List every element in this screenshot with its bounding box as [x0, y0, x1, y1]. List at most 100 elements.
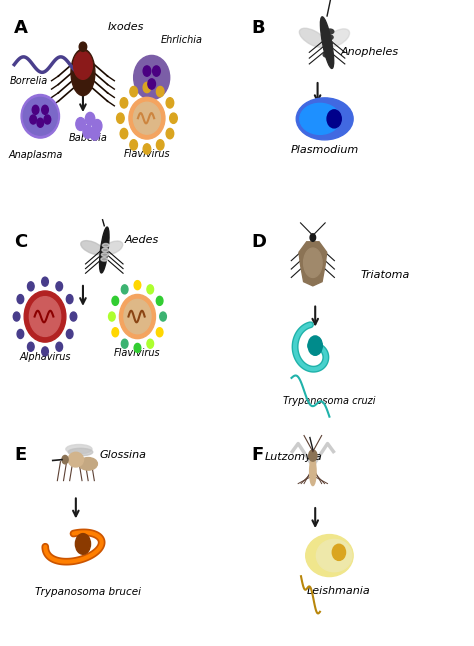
Ellipse shape	[306, 534, 353, 576]
Circle shape	[134, 280, 141, 289]
Ellipse shape	[101, 253, 108, 256]
Text: C: C	[14, 233, 27, 251]
Circle shape	[109, 312, 115, 321]
Ellipse shape	[310, 457, 316, 486]
Ellipse shape	[134, 102, 160, 134]
Circle shape	[120, 129, 128, 139]
Ellipse shape	[100, 227, 109, 273]
Ellipse shape	[303, 248, 322, 278]
Ellipse shape	[323, 52, 331, 57]
Text: Trypanosoma cruzi: Trypanosoma cruzi	[283, 395, 376, 406]
Ellipse shape	[310, 234, 316, 242]
Ellipse shape	[326, 29, 334, 34]
Ellipse shape	[327, 110, 341, 128]
Ellipse shape	[81, 241, 104, 255]
Ellipse shape	[29, 297, 61, 337]
Text: Flavivirus: Flavivirus	[114, 348, 161, 358]
Circle shape	[112, 297, 118, 306]
Circle shape	[37, 118, 44, 127]
Ellipse shape	[324, 47, 332, 51]
Ellipse shape	[101, 258, 108, 261]
Text: Borrelia: Borrelia	[9, 76, 48, 86]
Ellipse shape	[24, 291, 66, 342]
Ellipse shape	[79, 42, 87, 52]
Circle shape	[42, 347, 48, 356]
Circle shape	[130, 140, 137, 150]
Ellipse shape	[124, 299, 151, 334]
Circle shape	[160, 312, 166, 321]
Circle shape	[156, 328, 163, 337]
Text: Trypanosoma brucei: Trypanosoma brucei	[35, 587, 141, 598]
Text: Glossina: Glossina	[100, 450, 147, 461]
Text: A: A	[14, 19, 28, 37]
Circle shape	[92, 120, 102, 132]
Circle shape	[308, 336, 322, 355]
Text: Ehrlichia: Ehrlichia	[161, 35, 203, 45]
Ellipse shape	[103, 241, 123, 255]
Ellipse shape	[325, 41, 332, 46]
Circle shape	[90, 127, 100, 140]
Text: F: F	[251, 446, 264, 464]
Ellipse shape	[102, 248, 109, 252]
Circle shape	[156, 140, 164, 150]
Circle shape	[27, 342, 34, 351]
Ellipse shape	[79, 457, 98, 470]
Ellipse shape	[300, 28, 326, 47]
Circle shape	[170, 113, 177, 123]
Circle shape	[112, 328, 118, 337]
Circle shape	[44, 115, 51, 124]
Ellipse shape	[129, 98, 165, 139]
Text: Leishmania: Leishmania	[307, 586, 371, 596]
Circle shape	[156, 297, 163, 306]
Ellipse shape	[66, 444, 92, 453]
Circle shape	[143, 144, 151, 154]
Circle shape	[156, 87, 164, 97]
Text: Aedes: Aedes	[125, 235, 159, 245]
Circle shape	[130, 87, 137, 97]
Circle shape	[32, 105, 39, 114]
Ellipse shape	[68, 448, 93, 456]
Circle shape	[56, 282, 63, 291]
Circle shape	[13, 312, 20, 321]
Ellipse shape	[23, 98, 57, 135]
Text: Plasmodium: Plasmodium	[291, 145, 359, 155]
Circle shape	[134, 344, 141, 353]
Text: Triatoma: Triatoma	[360, 269, 410, 280]
Circle shape	[75, 534, 91, 554]
Text: E: E	[14, 446, 27, 464]
Text: Alphavirus: Alphavirus	[19, 351, 71, 362]
Circle shape	[66, 329, 73, 339]
Circle shape	[42, 105, 48, 114]
Text: Ixodes: Ixodes	[108, 22, 144, 32]
Text: Lutzomyia: Lutzomyia	[265, 452, 323, 462]
Ellipse shape	[332, 544, 346, 560]
Circle shape	[76, 118, 85, 130]
Ellipse shape	[325, 35, 333, 40]
Circle shape	[166, 98, 173, 108]
Circle shape	[56, 342, 63, 351]
Circle shape	[147, 339, 154, 348]
Circle shape	[17, 329, 24, 339]
Polygon shape	[299, 242, 327, 286]
Ellipse shape	[21, 94, 60, 138]
Circle shape	[120, 98, 128, 108]
Circle shape	[143, 82, 151, 92]
Circle shape	[143, 66, 151, 76]
Text: D: D	[251, 233, 266, 251]
Ellipse shape	[73, 52, 92, 79]
Circle shape	[70, 312, 77, 321]
Circle shape	[30, 115, 36, 124]
Ellipse shape	[296, 98, 353, 140]
Text: B: B	[251, 19, 265, 37]
Text: Babesia: Babesia	[68, 133, 107, 143]
Circle shape	[85, 112, 95, 125]
Ellipse shape	[316, 539, 352, 572]
Circle shape	[121, 285, 128, 294]
Ellipse shape	[62, 455, 68, 464]
Ellipse shape	[68, 452, 83, 467]
Circle shape	[117, 113, 124, 123]
Circle shape	[148, 79, 155, 89]
Ellipse shape	[320, 17, 334, 68]
Ellipse shape	[119, 295, 155, 339]
Circle shape	[166, 129, 173, 139]
